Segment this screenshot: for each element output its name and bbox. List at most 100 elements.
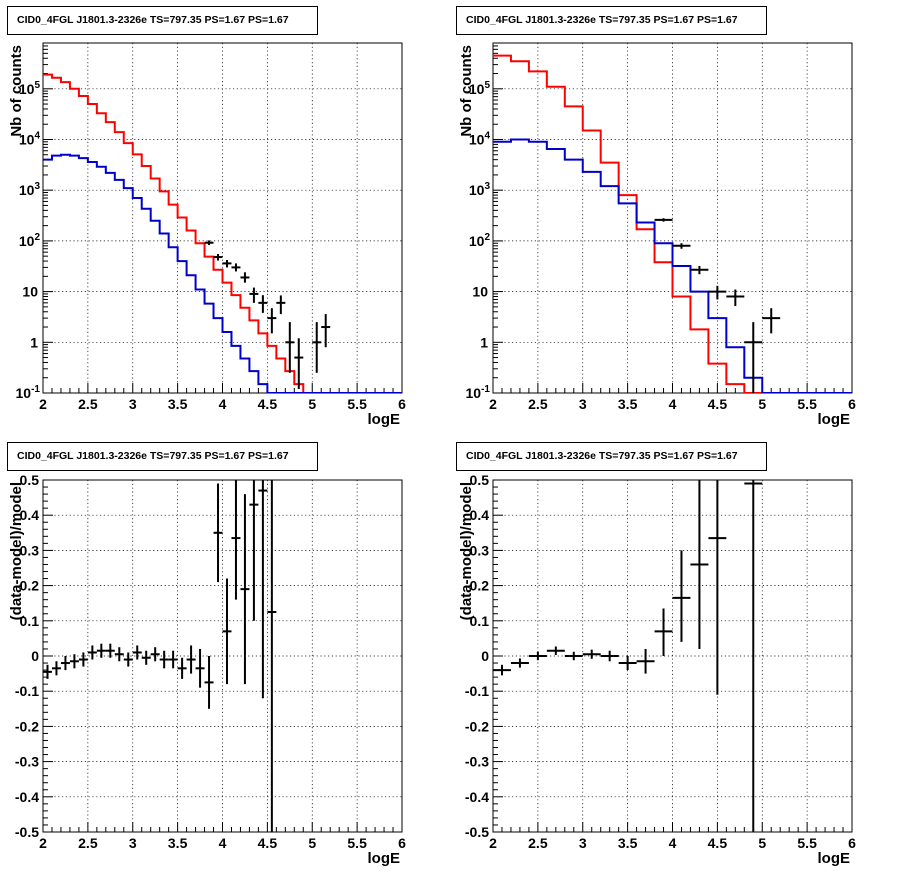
chart-panel-3: CID0_4FGL J1801.3-2326e TS=797.35 PS=1.6… — [7, 442, 406, 867]
x-tick-label: 5 — [308, 835, 316, 851]
series-model_component — [43, 153, 402, 393]
y-tick-label: 0.1 — [20, 613, 40, 629]
y-tick-label: 0.2 — [20, 578, 40, 594]
y-axis-label: (data-model)/model — [458, 482, 475, 620]
y-axis-label: (data-model)/model — [8, 482, 25, 620]
series-model_total — [43, 73, 402, 393]
x-tick-label: 3 — [129, 835, 137, 851]
data-point — [87, 645, 97, 660]
data-point — [690, 265, 709, 275]
y-tick-label: 0.2 — [470, 578, 490, 594]
y-tick-label: 102 — [469, 232, 491, 249]
x-tick-label: 5.5 — [797, 835, 817, 851]
data-point — [249, 480, 259, 621]
grid — [43, 480, 402, 832]
x-tick-label: 2.5 — [78, 835, 98, 851]
data-point — [222, 578, 232, 685]
y-tick-label: 10 — [22, 284, 38, 300]
y-axis — [43, 42, 53, 394]
data-point — [51, 661, 61, 676]
x-tick-label: 4.5 — [708, 835, 728, 851]
y-tick-label: -0.4 — [465, 789, 489, 805]
y-tick-label: 10 — [472, 284, 488, 300]
y-tick-label: -0.3 — [465, 754, 489, 770]
data-point — [231, 480, 241, 600]
data-point — [294, 338, 304, 389]
x-tick-label: 4.5 — [708, 396, 728, 412]
data-point — [744, 322, 763, 393]
series-data — [43, 480, 277, 832]
data-point — [213, 483, 223, 583]
x-axis — [42, 822, 403, 832]
data-point — [249, 287, 259, 303]
chart-title: CID0_4FGL J1801.3-2326e TS=797.35 PS=1.6… — [17, 14, 289, 26]
x-tick-label: 3.5 — [618, 835, 638, 851]
y-tick-label: -0.4 — [15, 789, 39, 805]
grid — [43, 43, 402, 393]
y-tick-label: 0.5 — [20, 472, 40, 488]
chart-title: CID0_4FGL J1801.3-2326e TS=797.35 PS=1.6… — [466, 450, 738, 462]
y-tick-label: 0 — [31, 648, 39, 664]
y-tick-label: -0.1 — [465, 683, 489, 699]
y-axis — [493, 42, 503, 394]
chart-panel-2: CID0_4FGL J1801.3-2326e TS=797.35 PS=1.6… — [456, 6, 856, 428]
hist-outline — [493, 138, 852, 393]
data-point — [177, 657, 187, 679]
y-tick-label: 1 — [30, 334, 38, 350]
data-point — [60, 656, 70, 671]
y-axis — [43, 479, 53, 833]
x-tick-label: 4.5 — [258, 396, 278, 412]
x-axis-label: logE — [368, 411, 401, 428]
y-tick-label: 1 — [480, 334, 488, 350]
x-tick-label: 6 — [398, 396, 406, 412]
chart-title-box — [7, 6, 318, 35]
chart-title: CID0_4FGL J1801.3-2326e TS=797.35 PS=1.6… — [466, 14, 738, 26]
data-point — [240, 494, 250, 685]
y-tick-label: 0.5 — [470, 472, 490, 488]
y-axis-label: Nb of counts — [8, 45, 25, 137]
y-tick-label: 10-1 — [466, 384, 491, 401]
data-point — [285, 322, 295, 373]
x-tick-label: 6 — [848, 835, 856, 851]
x-tick-label: 2 — [39, 396, 47, 412]
chart-title: CID0_4FGL J1801.3-2326e TS=797.35 PS=1.6… — [17, 450, 289, 462]
y-tick-label: 0.4 — [20, 507, 40, 523]
chart-panel-1: CID0_4FGL J1801.3-2326e TS=797.35 PS=1.6… — [7, 6, 406, 428]
y-tick-label: 102 — [19, 232, 41, 249]
x-tick-label: 4.5 — [258, 835, 278, 851]
data-point — [195, 648, 205, 688]
data-point — [43, 664, 52, 679]
x-tick-label: 2.5 — [78, 396, 98, 412]
data-point — [258, 480, 268, 699]
data-point — [636, 648, 655, 674]
x-tick-label: 5.5 — [347, 835, 367, 851]
grid — [493, 43, 852, 393]
data-point — [321, 314, 331, 348]
data-point — [267, 480, 277, 832]
chart-panel-4: CID0_4FGL J1801.3-2326e TS=797.35 PS=1.6… — [456, 442, 856, 867]
x-tick-label: 2 — [39, 835, 47, 851]
series-group — [43, 480, 277, 832]
y-tick-label: 0.3 — [20, 542, 40, 558]
series-data — [493, 480, 763, 832]
series-model_component — [493, 138, 852, 393]
chart-title-box — [456, 442, 767, 471]
x-tick-label: 2 — [489, 396, 497, 412]
x-tick-label: 5 — [758, 396, 766, 412]
data-point — [582, 649, 601, 659]
y-tick-label: -0.5 — [15, 824, 39, 840]
chart-title-box — [456, 6, 767, 35]
x-axis — [42, 383, 403, 393]
data-point — [69, 654, 79, 669]
data-point — [708, 285, 727, 300]
y-tick-label: 103 — [469, 181, 491, 198]
x-tick-label: 5.5 — [347, 396, 367, 412]
series-group — [493, 54, 852, 393]
x-axis — [492, 383, 853, 393]
y-tick-label: 105 — [19, 80, 41, 97]
x-tick-label: 4 — [669, 396, 677, 412]
x-tick-label: 3 — [579, 396, 587, 412]
data-point — [600, 650, 619, 662]
x-tick-label: 2 — [489, 835, 497, 851]
hist-outline — [43, 73, 402, 393]
